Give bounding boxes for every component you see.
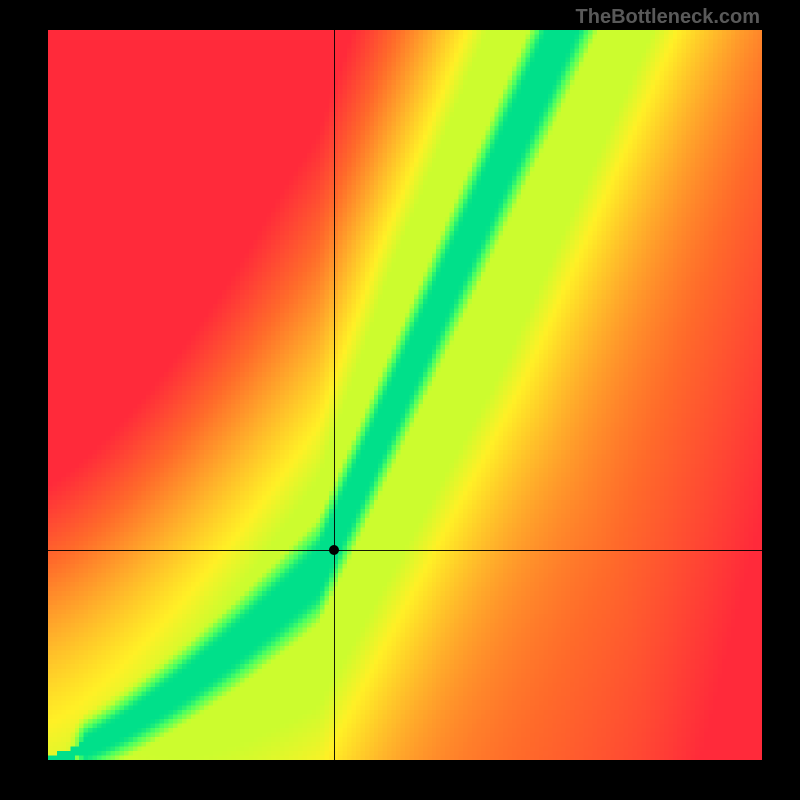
watermark-text: TheBottleneck.com [576,6,760,29]
heatmap-plot [48,30,762,760]
heatmap-canvas [48,30,762,760]
crosshair-vertical [334,30,335,760]
data-point-marker [329,545,339,555]
crosshair-horizontal [48,550,762,551]
